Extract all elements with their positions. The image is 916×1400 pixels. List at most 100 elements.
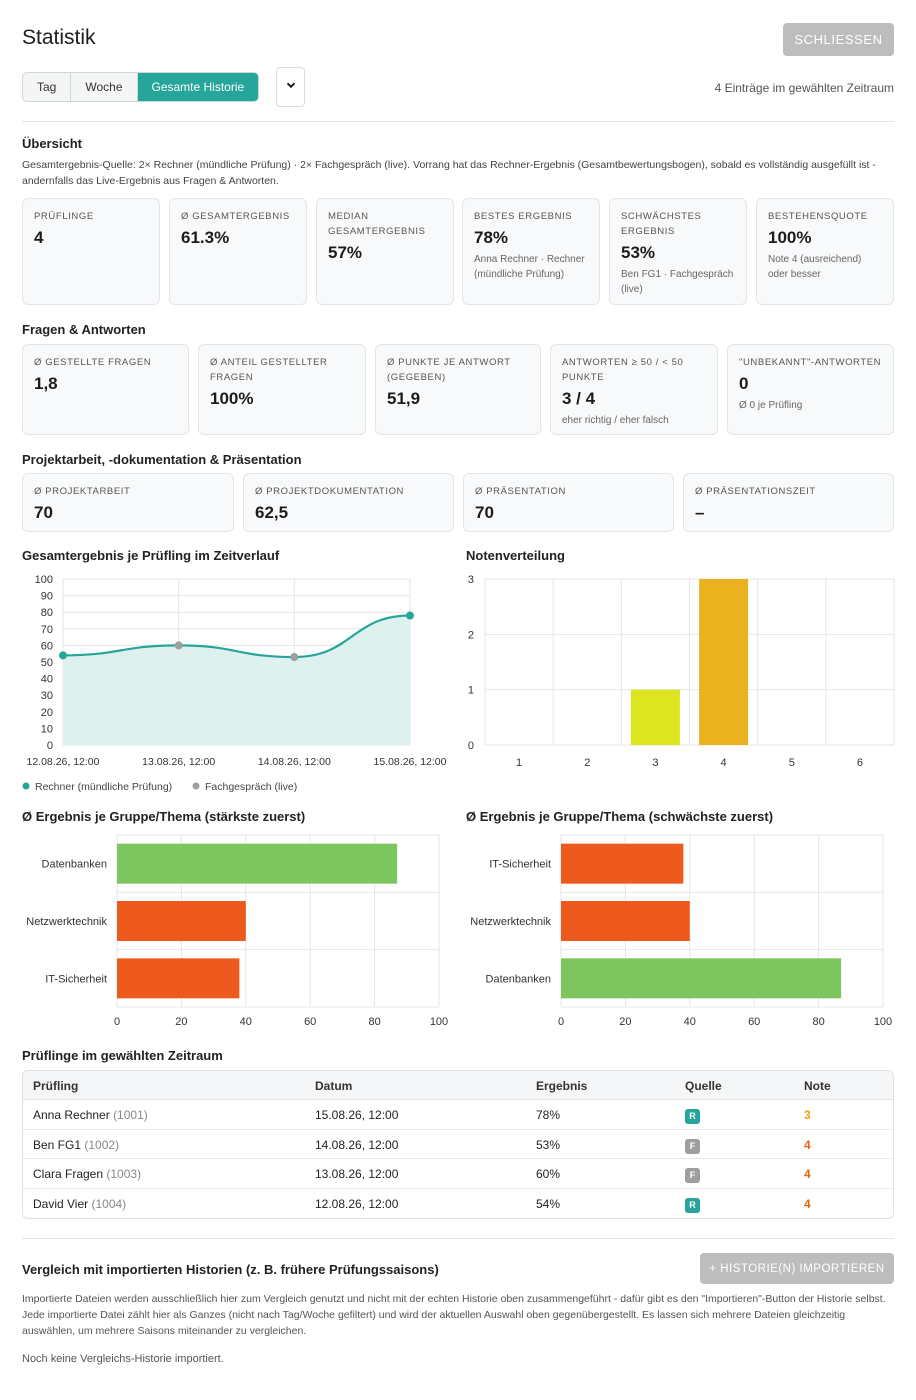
stat-label: Ø Gestellte Fragen — [34, 357, 152, 368]
stat-value: 61.3% — [181, 228, 230, 247]
project-title: Projektarbeit, -dokumentation & Präsenta… — [22, 452, 302, 467]
y-tick-label: 0 — [47, 740, 53, 752]
stat-card-points-per-answer: Ø Punkte je Antwort (gegeben) 51,9 — [375, 344, 541, 435]
y-tick-label: 1 — [468, 685, 474, 697]
series-area — [63, 615, 410, 745]
stat-label: Ø Präsentationszeit — [695, 486, 816, 497]
y-tick-label: 50 — [41, 657, 53, 669]
y-tick-label: IT-Sicherheit — [489, 859, 551, 871]
stat-value: 1,8 — [34, 374, 58, 393]
tab-day[interactable]: Tag — [23, 73, 72, 101]
y-tick-label: 0 — [468, 740, 474, 752]
bar-grade-3 — [630, 689, 680, 745]
x-tick-label: 14.08.26, 12:00 — [258, 756, 331, 768]
x-tick-label: 12.08.26, 12:00 — [27, 756, 100, 768]
stat-value: 51,9 — [387, 389, 421, 408]
stat-label: Ø Anteil gestellter Fragen — [210, 357, 328, 383]
series-line — [62, 614, 411, 659]
y-tick-label: 90 — [41, 591, 53, 603]
x-tick-label: 0 — [558, 1016, 564, 1028]
stat-card-share-asked: Ø Anteil gestellter Fragen 100% — [198, 344, 366, 435]
legend-label: Rechner (mündliche Prüfung) — [35, 781, 172, 793]
stat-card-questions-asked: Ø Gestellte Fragen 1,8 — [22, 344, 189, 435]
stat-sub: Ben FG1 · Fachgespräch (live) — [621, 269, 734, 295]
grade-cell: 4 — [804, 1137, 811, 1152]
x-tick-label: 3 — [652, 757, 658, 769]
chevron-down-icon — [286, 79, 296, 93]
stat-sub: eher richtig / eher falsch — [562, 415, 669, 426]
stat-label: Ø Projektarbeit — [34, 486, 131, 497]
grade-distribution-chart: 0 1 2 3 1 2 3 4 5 6 — [468, 574, 895, 769]
stat-label: Bestes Ergebnis — [474, 211, 573, 222]
y-tick-label: 20 — [41, 707, 53, 719]
column-header-grade[interactable]: Note — [804, 1079, 831, 1093]
x-tick-label: 1 — [516, 757, 522, 769]
result-cell: 54% — [536, 1196, 561, 1211]
line-chart-title: Gesamtergebnis je Prüfling im Zeitverlau… — [22, 548, 280, 563]
stat-label: Ø Projektdokumentation — [255, 486, 405, 497]
x-tick-label: 20 — [175, 1016, 187, 1028]
stat-value: 78% — [474, 228, 509, 247]
legend-marker — [192, 782, 200, 790]
y-tick-label: IT-Sicherheit — [45, 973, 107, 985]
bar-datenbanken — [561, 958, 842, 999]
bar-netzwerktechnik — [117, 901, 246, 941]
topic-chart-weakest-title: Ø Ergebnis je Gruppe/Thema (schwächste z… — [466, 809, 774, 824]
stat-value: 57% — [328, 243, 363, 262]
grade-cell: 3 — [804, 1108, 811, 1122]
comparison-empty-state: Noch keine Vergleichs-Historie importier… — [22, 1353, 224, 1365]
comparison-description: Importierte Dateien werden ausschließlic… — [22, 1293, 886, 1337]
x-tick-label: 0 — [114, 1016, 120, 1028]
column-header-result[interactable]: Ergebnis — [536, 1079, 588, 1093]
column-header-source[interactable]: Quelle — [685, 1079, 722, 1093]
data-point — [59, 651, 67, 660]
topic-chart-strongest-title: Ø Ergebnis je Gruppe/Thema (stärkste zue… — [22, 809, 306, 824]
bar-grade-4 — [699, 579, 749, 745]
y-tick-label: Netzwerktechnik — [470, 916, 551, 928]
grade-cell: 4 — [804, 1196, 811, 1211]
grade-cell: 4 — [804, 1167, 811, 1181]
import-history-button[interactable]: + HISTORIE(N) IMPORTIEREN — [700, 1253, 894, 1284]
y-tick-label: 70 — [41, 624, 53, 636]
stat-value: 70 — [34, 503, 53, 522]
legend-label: Fachgespräch (live) — [205, 781, 297, 793]
result-cell: 53% — [536, 1137, 561, 1152]
stat-label: Bestehensquote — [768, 211, 868, 222]
bar-netzwerktechnik — [561, 901, 690, 941]
overview-description: Gesamtergebnis-Quelle: 2× Rechner (mündl… — [22, 159, 876, 187]
stat-label: Prüflinge — [34, 211, 94, 222]
table-row[interactable]: Clara Fragen (1003) 13.08.26, 12:00 60% … — [23, 1159, 893, 1189]
tab-week[interactable]: Woche — [71, 73, 138, 101]
table-row[interactable]: Anna Rechner (1001) 15.08.26, 12:00 78% … — [23, 1100, 893, 1130]
x-tick-label: 13.08.26, 12:00 — [142, 756, 215, 768]
examinee-id: (1002) — [84, 1137, 120, 1152]
source-badge: R — [685, 1197, 700, 1213]
stat-label: Ø Gesamtergebnis — [181, 211, 290, 222]
period-select[interactable] — [276, 67, 305, 107]
tab-full-history[interactable]: Gesamte Historie — [137, 73, 259, 101]
source-badge: F — [685, 1168, 700, 1183]
stat-value: 4 — [34, 228, 44, 247]
column-header-date[interactable]: Datum — [315, 1079, 353, 1093]
stat-card-pass-rate: Bestehensquote 100% Note 4 (ausreichend)… — [756, 198, 894, 305]
table-row[interactable]: Ben FG1 (1002) 14.08.26, 12:00 53% F 4 — [23, 1130, 893, 1159]
close-button[interactable]: SCHLIESSEN — [783, 23, 894, 56]
stat-card-project-documentation: Ø Projektdokumentation 62,5 — [243, 473, 454, 532]
stat-value: 53% — [621, 243, 656, 262]
column-header-examinee[interactable]: Prüfling — [33, 1079, 79, 1093]
stat-label: Ø Präsentation — [475, 486, 566, 497]
stat-card-answers-split: Antworten ≥ 50 / < 50 Punkte 3 / 4 eher … — [550, 344, 718, 435]
table-row[interactable]: David Vier (1004) 12.08.26, 12:00 54% R … — [23, 1189, 893, 1219]
examinee-name: Clara Fragen — [33, 1167, 104, 1181]
stat-value: 70 — [475, 503, 494, 522]
y-tick-label: Datenbanken — [42, 859, 107, 871]
bar-datenbanken — [117, 843, 398, 884]
date-cell: 13.08.26, 12:00 — [315, 1167, 399, 1181]
stat-value: 0 — [739, 374, 749, 393]
x-tick-label: 100 — [874, 1016, 892, 1028]
stat-value: 62,5 — [255, 503, 289, 522]
x-tick-label: 40 — [240, 1016, 252, 1028]
page-title: Statistik — [22, 26, 96, 49]
